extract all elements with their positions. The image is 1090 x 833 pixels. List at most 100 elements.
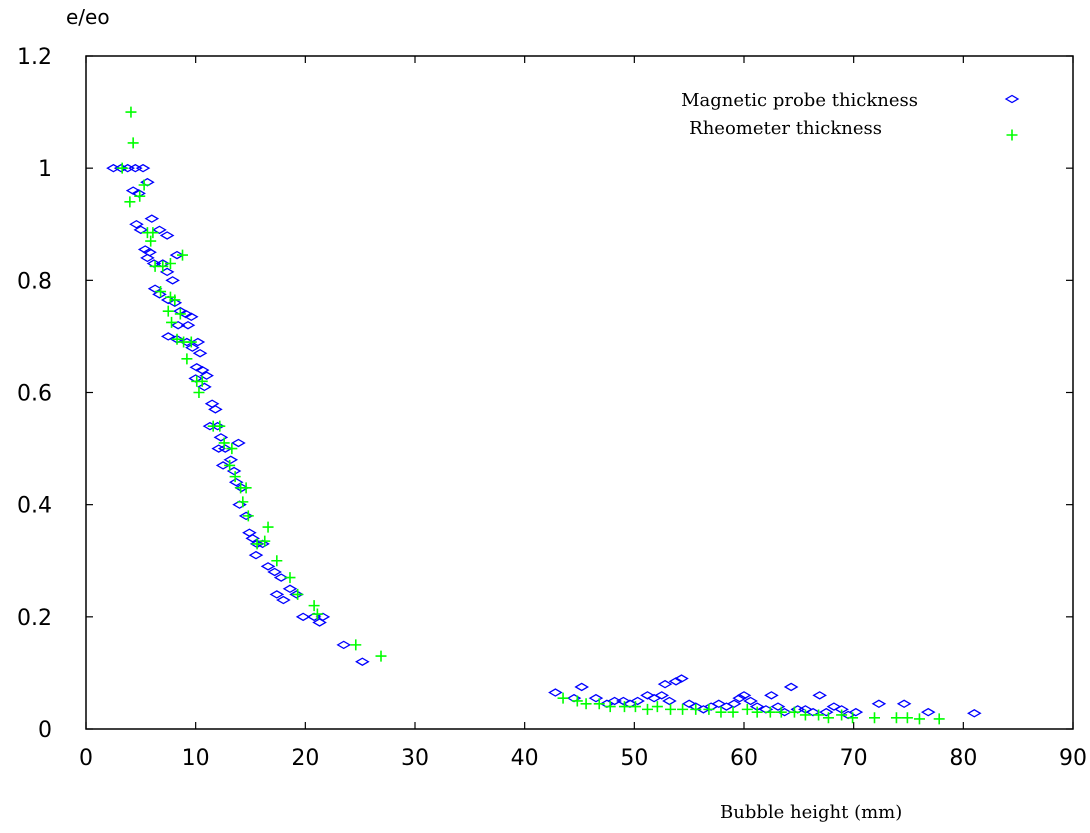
point-diamond — [165, 276, 180, 285]
point-plus — [665, 703, 677, 715]
point-diamond — [607, 696, 622, 706]
point-plus — [259, 535, 271, 547]
point-diamond — [783, 682, 799, 692]
point-diamond — [245, 534, 260, 543]
point-plus — [224, 459, 236, 471]
point-diamond — [826, 702, 842, 711]
point-plus — [162, 305, 174, 317]
point-diamond — [654, 691, 670, 700]
x-axis-label: Bubble height (mm) — [720, 802, 902, 823]
point-diamond — [159, 231, 175, 240]
y-tick-label: 0.6 — [17, 382, 52, 407]
point-diamond — [736, 691, 752, 700]
point-diamond — [211, 444, 226, 453]
point-diamond — [267, 567, 282, 577]
y-tick-label: 0.2 — [17, 606, 52, 631]
point-diamond — [197, 382, 212, 392]
point-plus — [571, 695, 583, 707]
point-plus — [580, 698, 592, 710]
point-plus — [799, 709, 811, 721]
point-plus — [292, 588, 304, 600]
point-diamond — [276, 595, 291, 605]
point-plus — [901, 712, 913, 724]
point-plus — [703, 703, 715, 715]
point-diamond — [231, 438, 246, 448]
point-plus — [157, 260, 169, 272]
point-plus — [240, 482, 252, 494]
point-plus — [124, 196, 136, 208]
y-tick-label: 0.8 — [17, 269, 52, 294]
point-plus — [618, 701, 630, 713]
point-diamond — [758, 705, 774, 714]
point-plus — [193, 387, 205, 398]
point-diamond — [657, 679, 673, 689]
point-plus — [169, 294, 181, 306]
point-diamond — [192, 348, 208, 358]
point-diamond — [269, 590, 285, 599]
series-rheometer — [116, 106, 945, 725]
point-diamond — [213, 433, 229, 442]
point-plus — [174, 308, 186, 320]
point-plus — [242, 510, 254, 522]
point-diamond — [129, 219, 144, 229]
point-diamond — [630, 696, 645, 706]
point-diamond — [204, 399, 220, 408]
point-plus — [677, 703, 689, 715]
point-plus — [788, 706, 800, 718]
point-plus — [185, 336, 197, 348]
legend-marker-diamond — [1004, 94, 1020, 104]
legend: Magnetic probe thickness Rheometer thick… — [681, 90, 1020, 141]
point-diamond — [199, 371, 214, 380]
point-diamond — [588, 693, 604, 703]
legend-label-magnetic-probe: Magnetic probe thickness — [681, 90, 918, 111]
point-plus — [237, 496, 249, 508]
point-diamond — [312, 618, 327, 627]
point-diamond — [920, 707, 936, 717]
y-tick-label: 0 — [38, 718, 52, 743]
point-plus — [869, 712, 881, 724]
y-tick-label: 0.4 — [17, 494, 52, 519]
point-diamond — [140, 253, 155, 263]
x-tick-label: 60 — [730, 746, 758, 771]
point-diamond — [128, 163, 143, 173]
point-plus — [847, 712, 859, 724]
point-diamond — [248, 550, 264, 560]
point-plus — [933, 713, 945, 725]
point-diamond — [711, 699, 727, 709]
point-diamond — [743, 696, 758, 706]
point-plus — [350, 639, 362, 651]
point-diamond — [190, 337, 206, 347]
point-plus — [147, 227, 159, 239]
x-tick-label: 50 — [620, 746, 648, 771]
point-plus — [166, 316, 178, 328]
x-tick-label: 0 — [79, 746, 93, 771]
point-diamond — [282, 584, 298, 594]
point-diamond — [770, 702, 786, 711]
point-plus — [751, 706, 763, 718]
point-diamond — [355, 657, 370, 666]
point-plus — [604, 701, 616, 713]
x-tick-label: 10 — [182, 746, 210, 771]
point-plus — [727, 706, 739, 718]
point-diamond — [896, 699, 912, 709]
point-plus — [155, 286, 167, 298]
point-diamond — [871, 699, 887, 709]
point-plus — [375, 650, 387, 662]
point-plus — [308, 600, 320, 612]
point-plus — [715, 706, 727, 718]
point-diamond — [548, 688, 563, 697]
point-diamond — [120, 163, 135, 173]
point-diamond — [144, 214, 160, 223]
point-plus — [651, 701, 663, 713]
point-diamond — [223, 455, 239, 465]
data-points — [106, 106, 982, 725]
x-tick-label: 20 — [291, 746, 319, 771]
point-plus — [764, 706, 776, 718]
point-plus — [641, 703, 653, 715]
point-plus — [218, 437, 230, 449]
point-plus — [262, 521, 274, 533]
y-tick-label: 1 — [38, 157, 52, 182]
point-diamond — [183, 312, 199, 322]
point-diamond — [242, 528, 257, 537]
